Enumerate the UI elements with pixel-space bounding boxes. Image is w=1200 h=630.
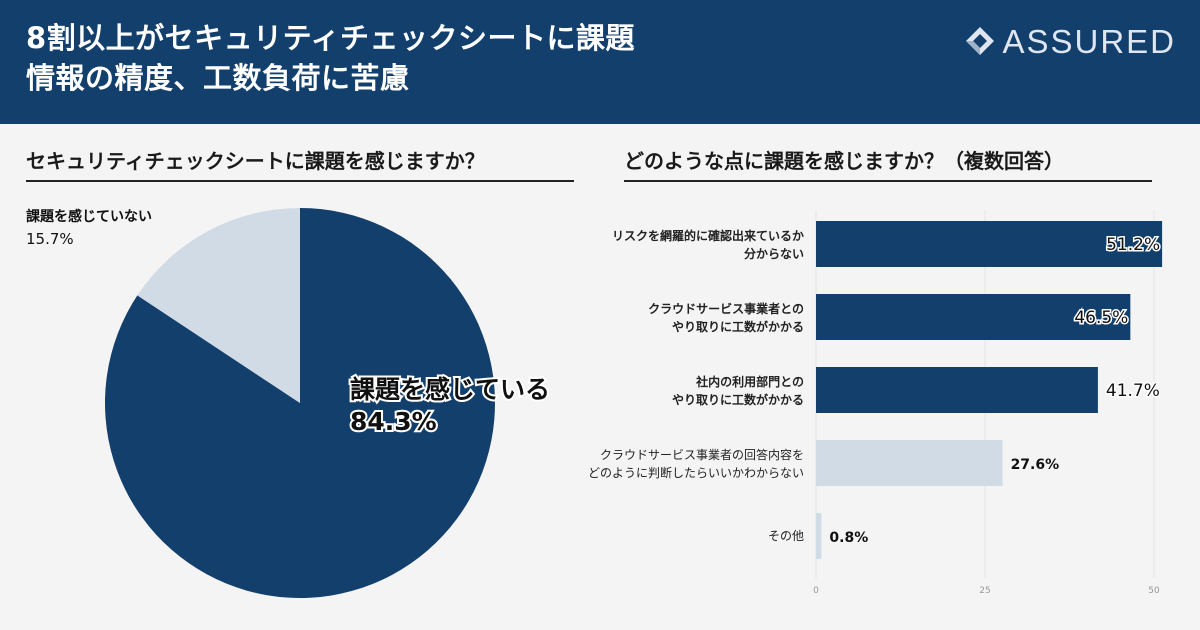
diamond-logo-icon xyxy=(966,27,995,55)
bar-chart-title: どのような点に課題を感じますか？（複数回答） xyxy=(624,144,1152,182)
value-label-4: 0.8% xyxy=(829,530,868,546)
pie-value-minor: 15.7% xyxy=(26,230,74,248)
pie-label-major: 課題を感じている xyxy=(350,375,550,404)
title-line-1: 8割以上がセキュリティチェックシートに課題 xyxy=(26,21,635,55)
category-label-1-0: クラウドサービス事業者との xyxy=(648,301,804,316)
category-label-2-0: 社内の利用部門との xyxy=(695,374,804,389)
title-line-2: 情報の精度、工数負荷に苦慮 xyxy=(26,61,410,95)
category-label-0-0: リスクを網羅的に確認出来ているか xyxy=(612,228,804,243)
brand-logo: ASSURED xyxy=(962,22,1176,62)
bar-3 xyxy=(816,440,1003,486)
bar-0 xyxy=(816,221,1163,267)
pie-label-minor: 課題を感じていない xyxy=(26,208,152,225)
pie-chart: 課題を感じている 84.3% 課題を感じていない 15.7% xyxy=(26,208,552,598)
logo-text: ASSURED xyxy=(1002,23,1176,60)
x-tick-label-2: 50 xyxy=(1148,586,1160,596)
value-label-2: 41.7% xyxy=(1106,381,1160,401)
pie-value-major: 84.3% xyxy=(350,407,437,436)
x-tick-label-0: 0 xyxy=(813,586,819,596)
category-label-4-0: その他 xyxy=(768,529,804,543)
x-tick-label-1: 25 xyxy=(979,586,990,596)
bar-2 xyxy=(816,367,1098,413)
pie-chart-title: セキュリティチェックシートに課題を感じますか？ xyxy=(26,144,574,182)
bar-1 xyxy=(816,294,1131,340)
value-label-3: 27.6% xyxy=(1011,457,1060,473)
category-label-0-1: 分からない xyxy=(744,246,804,261)
category-label-1-1: やり取りに工数がかかる xyxy=(672,319,804,334)
bar-4 xyxy=(816,513,822,559)
value-label-0: 51.2% xyxy=(1106,235,1160,255)
header-banner: 8割以上がセキュリティチェックシートに課題 情報の精度、工数負荷に苦慮 ASSU… xyxy=(0,0,1200,124)
page-title: 8割以上がセキュリティチェックシートに課題 情報の精度、工数負荷に苦慮 xyxy=(26,18,635,98)
category-label-3-1: どのように判断したらいいかわからない xyxy=(588,465,804,480)
category-label-2-1: やり取りに工数がかかる xyxy=(672,392,804,407)
pie-slice-1 xyxy=(137,208,300,403)
value-label-1: 46.5% xyxy=(1074,308,1128,328)
category-label-3-0: クラウドサービス事業者の回答内容を xyxy=(600,447,804,462)
